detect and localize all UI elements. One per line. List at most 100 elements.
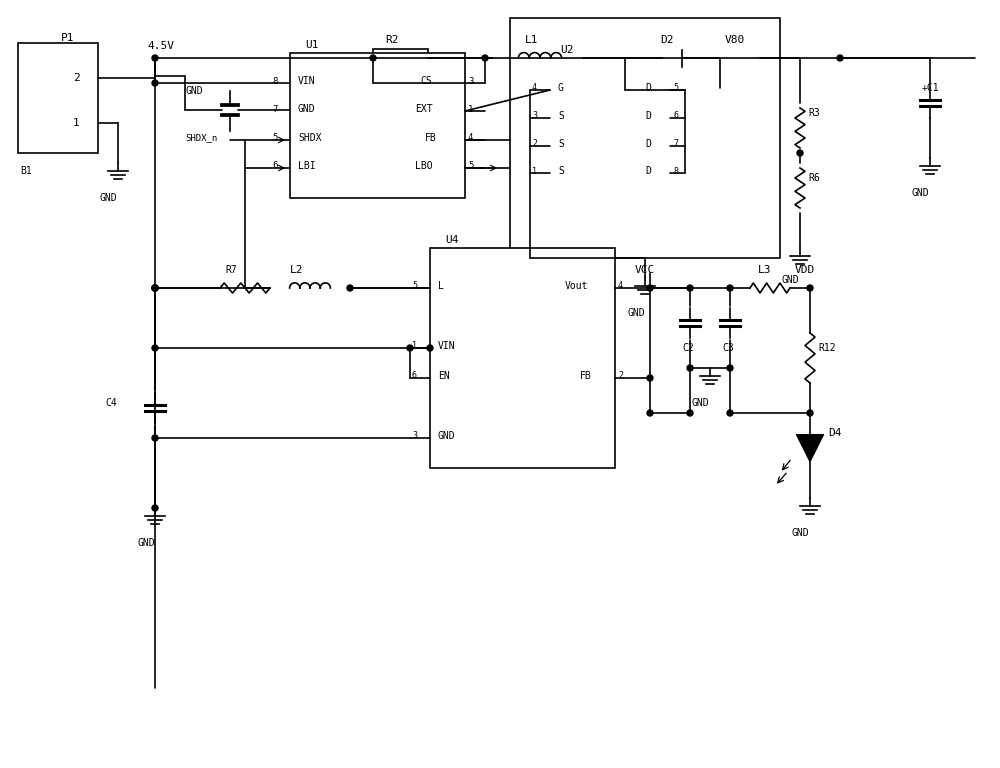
Text: 6: 6 bbox=[412, 372, 417, 380]
Circle shape bbox=[682, 143, 688, 149]
Text: 5: 5 bbox=[673, 84, 678, 92]
Text: 5: 5 bbox=[412, 282, 417, 290]
Text: 4: 4 bbox=[468, 134, 473, 143]
Text: LBI: LBI bbox=[298, 161, 316, 171]
Circle shape bbox=[682, 115, 688, 121]
Text: GND: GND bbox=[185, 86, 203, 96]
Text: GND: GND bbox=[692, 398, 710, 408]
Text: L: L bbox=[438, 281, 444, 291]
Text: 4: 4 bbox=[532, 84, 537, 92]
Text: 1: 1 bbox=[468, 104, 473, 114]
Text: R7: R7 bbox=[225, 265, 237, 275]
Circle shape bbox=[682, 170, 688, 176]
Text: R2: R2 bbox=[385, 35, 398, 45]
Text: GND: GND bbox=[627, 308, 645, 318]
Text: C4: C4 bbox=[105, 398, 117, 408]
Circle shape bbox=[152, 285, 158, 291]
Text: 8: 8 bbox=[272, 77, 277, 85]
Circle shape bbox=[152, 80, 158, 86]
Text: L3: L3 bbox=[758, 265, 772, 275]
Circle shape bbox=[807, 410, 813, 416]
Circle shape bbox=[647, 375, 653, 381]
Text: FB: FB bbox=[425, 133, 437, 143]
Text: VIN: VIN bbox=[298, 76, 316, 86]
Circle shape bbox=[647, 285, 653, 291]
Circle shape bbox=[527, 255, 533, 261]
Text: CS: CS bbox=[420, 76, 432, 86]
Text: U2: U2 bbox=[560, 45, 574, 55]
Text: +C1: +C1 bbox=[922, 83, 940, 93]
Circle shape bbox=[482, 55, 488, 61]
Text: C3: C3 bbox=[722, 343, 734, 353]
Polygon shape bbox=[797, 435, 823, 462]
Bar bbox=[290, 53, 465, 198]
Text: VIN: VIN bbox=[438, 341, 456, 351]
Circle shape bbox=[717, 55, 723, 61]
Text: Vout: Vout bbox=[565, 281, 588, 291]
Text: GND: GND bbox=[912, 188, 930, 198]
Text: 3: 3 bbox=[532, 111, 537, 121]
Text: L1: L1 bbox=[525, 35, 538, 45]
Circle shape bbox=[687, 410, 693, 416]
Text: VCC: VCC bbox=[635, 265, 655, 275]
Text: GND: GND bbox=[298, 104, 316, 114]
Text: 6: 6 bbox=[272, 161, 277, 170]
Text: P1: P1 bbox=[61, 33, 75, 43]
Bar bbox=[510, 18, 780, 258]
Text: S: S bbox=[558, 139, 564, 149]
Bar bbox=[372, 49, 428, 67]
Text: 1: 1 bbox=[412, 342, 417, 350]
Circle shape bbox=[152, 505, 158, 511]
Circle shape bbox=[370, 55, 376, 61]
Text: D4: D4 bbox=[828, 428, 842, 438]
Circle shape bbox=[837, 55, 843, 61]
Text: 3: 3 bbox=[468, 77, 473, 85]
Circle shape bbox=[797, 150, 803, 156]
Text: G: G bbox=[558, 83, 564, 93]
Text: 3: 3 bbox=[412, 432, 417, 441]
Circle shape bbox=[687, 365, 693, 371]
Text: U4: U4 bbox=[445, 235, 458, 245]
Circle shape bbox=[152, 345, 158, 351]
Bar bbox=[430, 248, 615, 468]
Text: GND: GND bbox=[100, 193, 118, 203]
Text: 4: 4 bbox=[618, 282, 623, 290]
Text: 5: 5 bbox=[272, 134, 277, 143]
Circle shape bbox=[152, 285, 158, 291]
Text: 2: 2 bbox=[73, 73, 80, 83]
Text: D: D bbox=[645, 139, 651, 149]
Circle shape bbox=[527, 143, 533, 149]
Text: 5: 5 bbox=[468, 161, 473, 170]
Circle shape bbox=[727, 410, 733, 416]
Circle shape bbox=[152, 285, 158, 291]
Text: D: D bbox=[645, 83, 651, 93]
Text: S: S bbox=[558, 111, 564, 121]
Circle shape bbox=[687, 285, 693, 291]
Circle shape bbox=[347, 285, 353, 291]
Text: GND: GND bbox=[137, 538, 155, 548]
Circle shape bbox=[527, 170, 533, 176]
Circle shape bbox=[407, 345, 413, 351]
Text: VDD: VDD bbox=[795, 265, 815, 275]
Circle shape bbox=[727, 365, 733, 371]
Circle shape bbox=[622, 55, 628, 61]
Text: 6: 6 bbox=[673, 111, 678, 121]
Circle shape bbox=[152, 285, 158, 291]
Text: D: D bbox=[645, 111, 651, 121]
Circle shape bbox=[807, 285, 813, 291]
Circle shape bbox=[527, 115, 533, 121]
Text: EN: EN bbox=[438, 371, 450, 381]
Text: 1: 1 bbox=[532, 167, 537, 176]
Text: GND: GND bbox=[438, 431, 456, 441]
Text: 4.5V: 4.5V bbox=[147, 41, 174, 51]
Text: V80: V80 bbox=[725, 35, 745, 45]
Text: SHDX_n: SHDX_n bbox=[185, 134, 217, 143]
Text: GND: GND bbox=[782, 275, 800, 285]
Polygon shape bbox=[662, 49, 682, 67]
Text: R6: R6 bbox=[808, 173, 820, 183]
Text: 8: 8 bbox=[673, 167, 678, 176]
Text: U1: U1 bbox=[305, 40, 318, 50]
Text: SHDX: SHDX bbox=[298, 133, 322, 143]
Circle shape bbox=[427, 345, 433, 351]
Text: 2: 2 bbox=[618, 372, 623, 380]
